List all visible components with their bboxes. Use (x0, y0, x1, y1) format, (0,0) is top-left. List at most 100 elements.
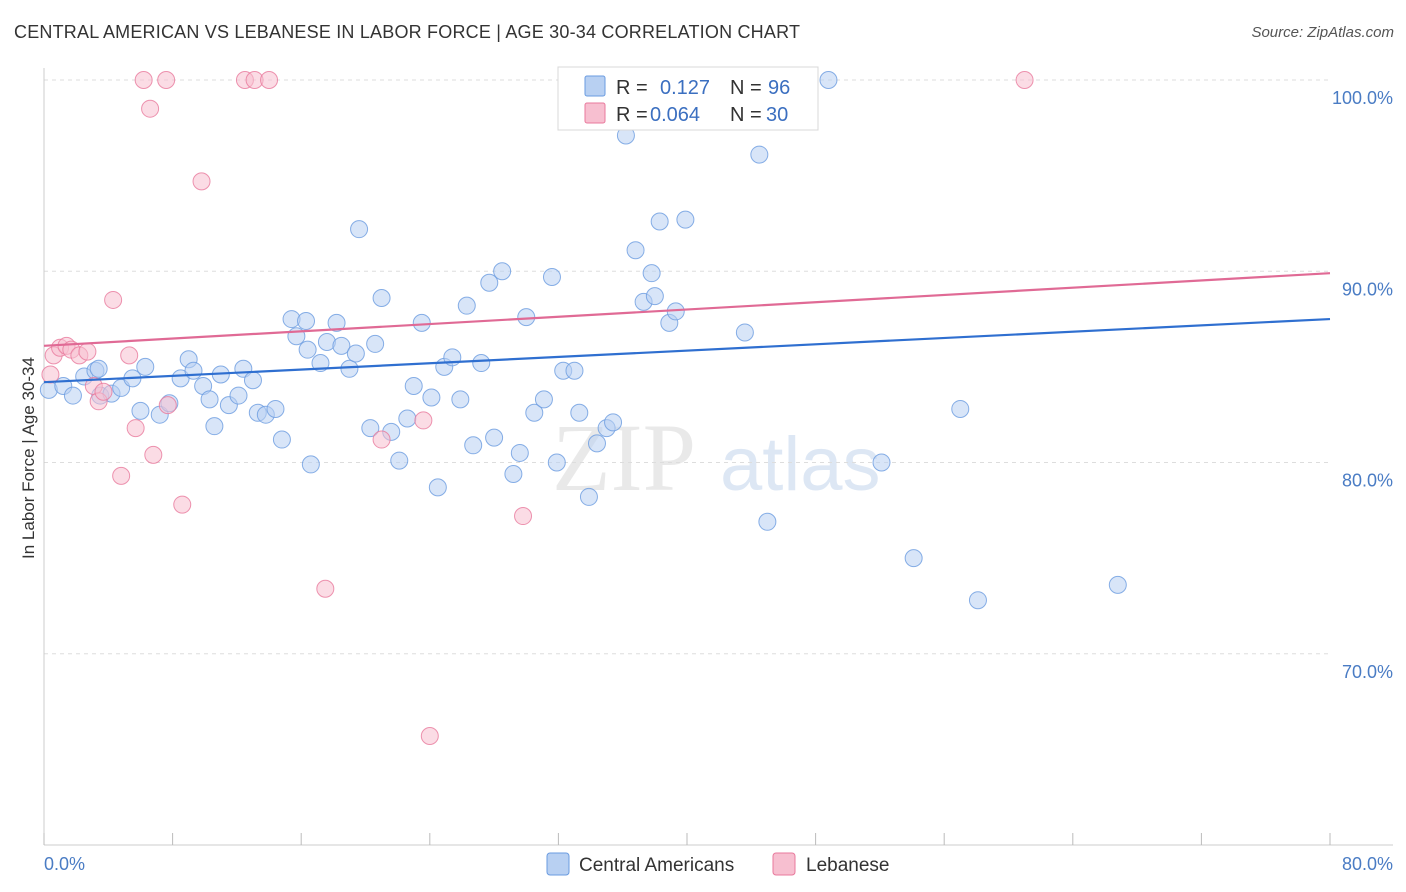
data-point (346, 344, 365, 363)
data-point (144, 445, 163, 464)
data-point (192, 172, 211, 191)
watermark: ZIP atlas (552, 404, 881, 511)
legend-n-value-central-americans: 96 (768, 77, 790, 99)
data-point (420, 726, 439, 745)
bottom-legend-swatch-central-americans (546, 852, 570, 876)
data-point (485, 428, 504, 447)
data-point (126, 419, 145, 438)
data-point (579, 487, 598, 506)
data-point (141, 99, 160, 118)
data-point (200, 390, 219, 409)
data-point (136, 357, 155, 376)
data-point (650, 212, 669, 231)
bottom-legend-label-lebanese: Lebanese (806, 855, 889, 876)
data-point (229, 386, 248, 405)
series-central-americans (39, 71, 1127, 610)
data-point (604, 413, 623, 432)
data-point (272, 430, 291, 449)
x-tick-label-min: 0.0% (44, 854, 85, 874)
data-point (570, 403, 589, 422)
data-point (94, 382, 113, 401)
data-point (366, 334, 385, 353)
data-point (904, 549, 923, 568)
data-point (750, 145, 769, 164)
legend-r-value-lebanese: 0.064 (650, 104, 700, 126)
data-point (587, 434, 606, 453)
series-legend: Central Americans Lebanese (546, 852, 889, 876)
data-point (645, 287, 664, 306)
data-point (89, 359, 108, 378)
legend-r-value-central-americans: 0.127 (660, 77, 710, 99)
bottom-legend-label-central-americans: Central Americans (579, 855, 734, 876)
data-point (412, 313, 431, 332)
legend-r-label-2: R = (616, 104, 648, 126)
data-point (565, 361, 584, 380)
data-point (260, 71, 279, 89)
data-point (301, 455, 320, 474)
data-point (340, 359, 359, 378)
svg-text:ZIP: ZIP (552, 404, 696, 511)
y-tick-label: 100.0% (1332, 88, 1393, 108)
series-lebanese (41, 71, 1034, 745)
data-point (372, 430, 391, 449)
data-point (41, 365, 60, 384)
svg-text:atlas: atlas (720, 422, 881, 507)
legend-swatch-central-americans (584, 75, 606, 97)
data-point (316, 579, 335, 598)
data-point (134, 71, 153, 89)
data-point (350, 220, 369, 239)
data-point (104, 290, 123, 309)
data-point (297, 311, 316, 330)
data-point (157, 71, 176, 89)
data-point (184, 361, 203, 380)
trend-line-lebanese (43, 272, 1331, 347)
chart-source: Source: ZipAtlas.com (1251, 24, 1394, 41)
data-point (332, 336, 351, 355)
data-point (542, 267, 561, 286)
data-point (1015, 71, 1034, 89)
trend-line-central-americans (43, 317, 1331, 384)
legend-swatch-lebanese (584, 102, 606, 124)
data-point (205, 417, 224, 436)
data-point (398, 409, 417, 428)
data-point (173, 495, 192, 514)
data-point (547, 453, 566, 472)
data-point (390, 451, 409, 470)
y-tick-label: 90.0% (1342, 279, 1393, 299)
data-point (414, 411, 433, 430)
data-point (493, 262, 512, 281)
data-point (372, 289, 391, 308)
data-point (514, 507, 533, 526)
data-point (626, 241, 645, 260)
data-point (472, 354, 491, 373)
data-point (457, 296, 476, 315)
data-point (298, 340, 317, 359)
data-point (158, 396, 177, 415)
stats-legend: R = 0.127 N = 96 R = 0.064 N = 30 (557, 66, 819, 131)
data-point (327, 313, 346, 332)
data-point (78, 342, 97, 361)
data-point (525, 403, 544, 422)
data-point (63, 386, 82, 405)
data-point (872, 453, 891, 472)
legend-n-label-2: N = (730, 104, 762, 126)
data-point (404, 377, 423, 395)
data-point (642, 264, 661, 283)
data-point (112, 466, 131, 485)
trend-lines (43, 272, 1331, 384)
data-point (428, 478, 447, 497)
legend-n-value-lebanese: 30 (766, 104, 788, 126)
data-point (120, 346, 139, 365)
data-point (951, 399, 970, 418)
data-point (131, 401, 150, 420)
axes (43, 68, 1393, 846)
data-point (819, 71, 838, 89)
y-tick-label: 70.0% (1342, 662, 1393, 682)
data-point (464, 436, 483, 455)
data-point (361, 419, 380, 438)
chart-title: CENTRAL AMERICAN VS LEBANESE IN LABOR FO… (14, 22, 801, 42)
data-point (510, 443, 529, 462)
legend-r-label-1: R = (616, 77, 648, 99)
data-point (451, 390, 470, 409)
